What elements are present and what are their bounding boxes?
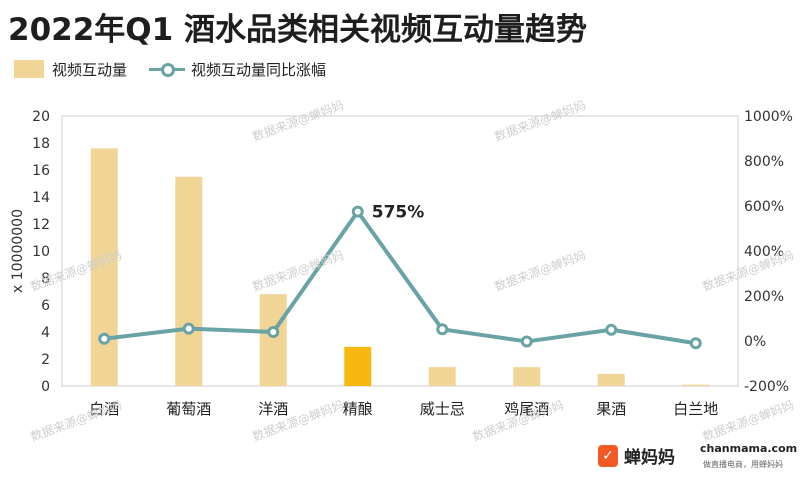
y-tick-label: 8: [41, 271, 50, 287]
y-tick-label: 4: [41, 325, 50, 341]
brand-logo: ✓ 蝉妈妈: [598, 443, 675, 468]
bar: [259, 294, 287, 386]
legend-bar-swatch: [14, 60, 44, 78]
x-tick-label: 果酒: [596, 400, 626, 418]
x-tick-label: 白酒: [89, 400, 119, 418]
brand-name: 蝉妈妈: [624, 448, 675, 468]
line-point: [436, 323, 449, 336]
series-line: [104, 209, 697, 346]
y2-tick-label: -200%: [744, 379, 789, 395]
legend-bar-label: 视频互动量: [52, 60, 128, 79]
x-tick-label: 葡萄酒: [166, 400, 211, 418]
bar: [175, 176, 203, 386]
chart-title: 2022年Q1 酒水品类相关视频互动量趋势: [8, 12, 587, 48]
y-tick-label: 20: [32, 109, 50, 125]
line-point: [267, 326, 280, 338]
y-tick-label: 16: [32, 163, 50, 179]
line-point: [605, 323, 618, 336]
y-tick-label: 0: [41, 379, 50, 395]
bar: [513, 367, 541, 386]
y2-tick-label: 800%: [744, 154, 784, 170]
line-point: [689, 337, 702, 350]
y-axis-label: x 10000000: [10, 209, 26, 293]
y-tick-label: 10: [32, 244, 50, 260]
brand-slogan: 做直播电商，用蝉妈妈: [703, 460, 783, 469]
brand-domain: chanmama.com: [700, 442, 798, 455]
y-tick-label: 12: [32, 217, 50, 233]
legend: 视频互动量 视频互动量同比涨幅: [14, 56, 326, 82]
y-tick-label: 18: [32, 136, 50, 152]
x-tick-label: 精酿: [343, 400, 373, 418]
x-tick-label: 鸡尾酒: [504, 400, 549, 418]
legend-line-swatch: [149, 60, 186, 78]
y-tick-label: 2: [41, 352, 50, 368]
data-label: 575%: [372, 203, 425, 223]
bar: [344, 346, 372, 386]
line-point: [98, 332, 111, 345]
bar: [597, 373, 625, 386]
y2-tick-label: 0%: [744, 334, 766, 350]
y2-tick-label: 200%: [744, 289, 784, 305]
x-tick-label: 威士忌: [420, 400, 465, 418]
y2-tick-label: 600%: [744, 199, 784, 215]
y2-tick-label: 1000%: [744, 109, 793, 125]
plot-frame: [61, 115, 739, 387]
line-point: [520, 335, 533, 348]
bar: [90, 148, 118, 386]
legend-line-label: 视频互动量同比涨幅: [191, 60, 327, 79]
x-tick-label: 白兰地: [673, 400, 718, 418]
x-tick-label: 洋酒: [258, 400, 288, 418]
line-point: [182, 322, 195, 335]
bar: [428, 367, 456, 386]
y-tick-label: 6: [41, 298, 50, 314]
bar: [682, 384, 710, 386]
brand-logo-icon: ✓: [598, 444, 618, 467]
y-tick-label: 14: [32, 190, 50, 206]
line-point: [351, 205, 364, 218]
y2-tick-label: 400%: [744, 244, 784, 260]
